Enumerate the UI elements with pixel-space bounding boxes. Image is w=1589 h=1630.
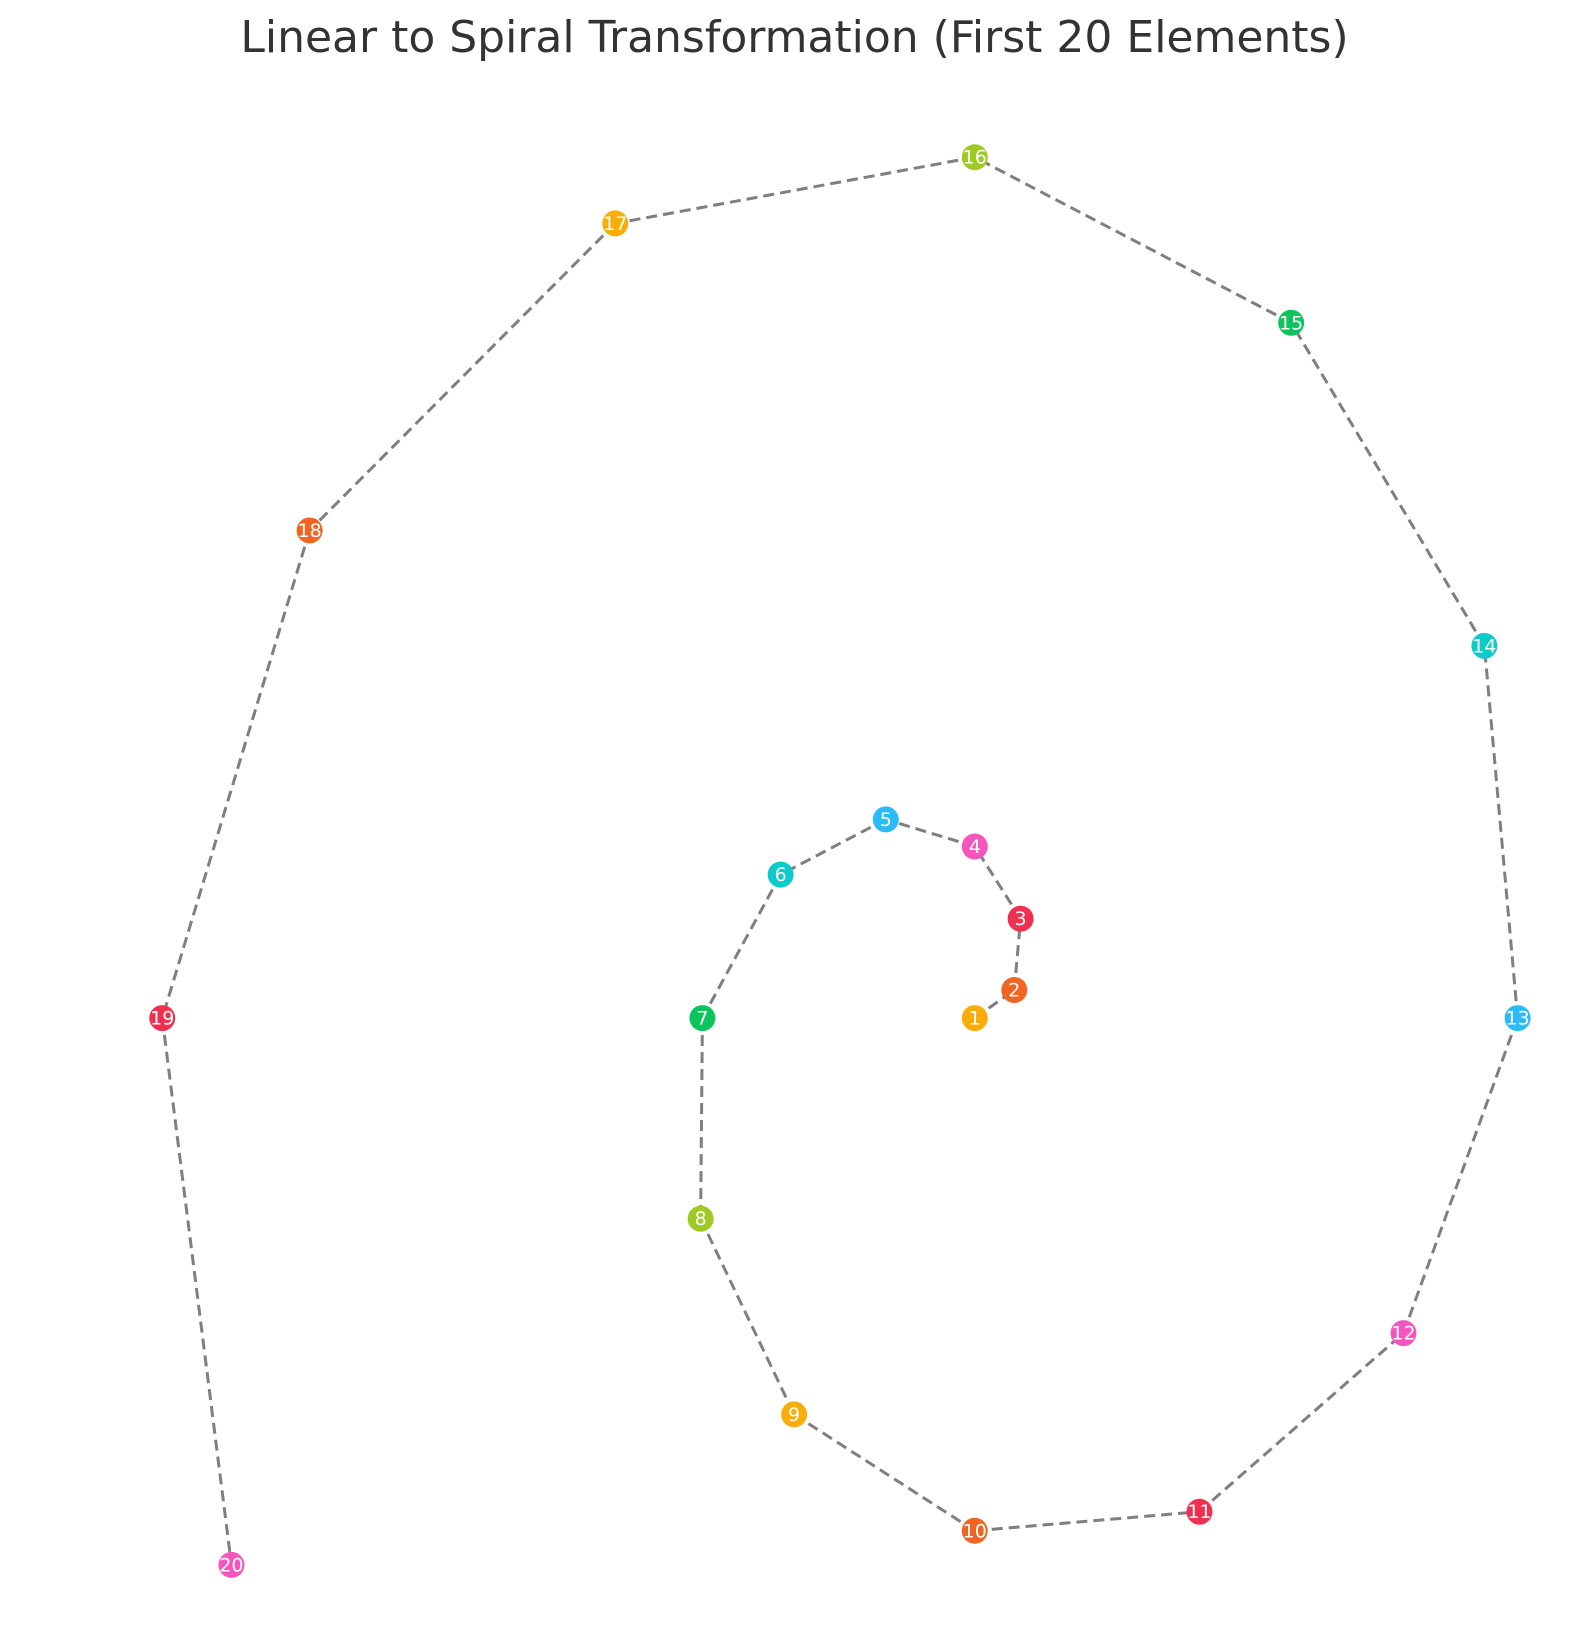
point-label-12: 12 <box>1391 1323 1415 1345</box>
point-marker-17 <box>602 210 629 237</box>
point-marker-1 <box>961 1005 988 1032</box>
chart-title: Linear to Spiral Transformation (First 2… <box>240 12 1349 63</box>
point-marker-6 <box>767 861 794 888</box>
point-label-11: 11 <box>1187 1501 1211 1523</box>
point-label-15: 15 <box>1279 312 1303 334</box>
connector-segment-12-13 <box>1402 1017 1520 1334</box>
connector-segment-15-16 <box>974 155 1292 325</box>
point-marker-3 <box>1007 905 1034 932</box>
connector-segment-3-4 <box>973 845 1022 920</box>
point-label-8: 8 <box>695 1208 707 1230</box>
point-marker-13 <box>1504 1005 1531 1032</box>
point-label-3: 3 <box>1015 908 1027 930</box>
point-label-14: 14 <box>1472 635 1496 657</box>
point-marker-4 <box>961 833 988 860</box>
connector-segment-14-15 <box>1289 321 1486 647</box>
connector-segment-8-9 <box>699 1218 796 1416</box>
point-label-1: 1 <box>969 1008 981 1030</box>
point-label-18: 18 <box>298 520 322 542</box>
point-label-4: 4 <box>969 836 981 858</box>
connector-lines <box>160 155 1520 1566</box>
connector-segment-6-7 <box>701 873 782 1019</box>
connector-segment-13-14 <box>1482 645 1520 1019</box>
point-marker-9 <box>781 1401 808 1428</box>
connector-segment-16-17 <box>614 155 976 225</box>
point-label-7: 7 <box>696 1008 708 1030</box>
connector-segment-10-11 <box>974 1510 1200 1533</box>
connector-segment-5-6 <box>779 818 887 876</box>
point-label-2: 2 <box>1008 979 1020 1001</box>
connector-segment-9-10 <box>793 1413 976 1533</box>
point-marker-19 <box>149 1005 176 1032</box>
point-marker-16 <box>961 144 988 171</box>
point-label-17: 17 <box>603 213 627 235</box>
point-label-19: 19 <box>150 1008 174 1030</box>
point-marker-5 <box>872 806 899 833</box>
point-label-20: 20 <box>219 1554 243 1576</box>
connector-segment-11-12 <box>1198 1331 1405 1513</box>
connector-segment-7-8 <box>699 1018 704 1219</box>
point-marker-7 <box>689 1005 716 1032</box>
point-marker-15 <box>1278 309 1305 336</box>
point-marker-10 <box>961 1517 988 1544</box>
point-marker-8 <box>687 1205 714 1232</box>
point-marker-11 <box>1186 1498 1213 1525</box>
point-label-9: 9 <box>788 1404 800 1426</box>
connector-segment-19-20 <box>160 1017 233 1566</box>
point-marker-2 <box>1001 976 1028 1003</box>
point-label-13: 13 <box>1506 1008 1530 1030</box>
point-marker-18 <box>296 517 323 544</box>
point-marker-20 <box>218 1551 245 1578</box>
connector-segment-17-18 <box>308 222 617 532</box>
point-marker-14 <box>1471 632 1498 659</box>
point-label-16: 16 <box>963 147 987 169</box>
connector-segment-4-5 <box>885 817 976 848</box>
point-label-5: 5 <box>880 809 892 831</box>
point-label-10: 10 <box>963 1520 987 1542</box>
connector-segment-18-19 <box>160 530 312 1019</box>
point-label-6: 6 <box>775 864 787 886</box>
point-marker-12 <box>1390 1320 1417 1347</box>
point-markers <box>149 144 1531 1578</box>
